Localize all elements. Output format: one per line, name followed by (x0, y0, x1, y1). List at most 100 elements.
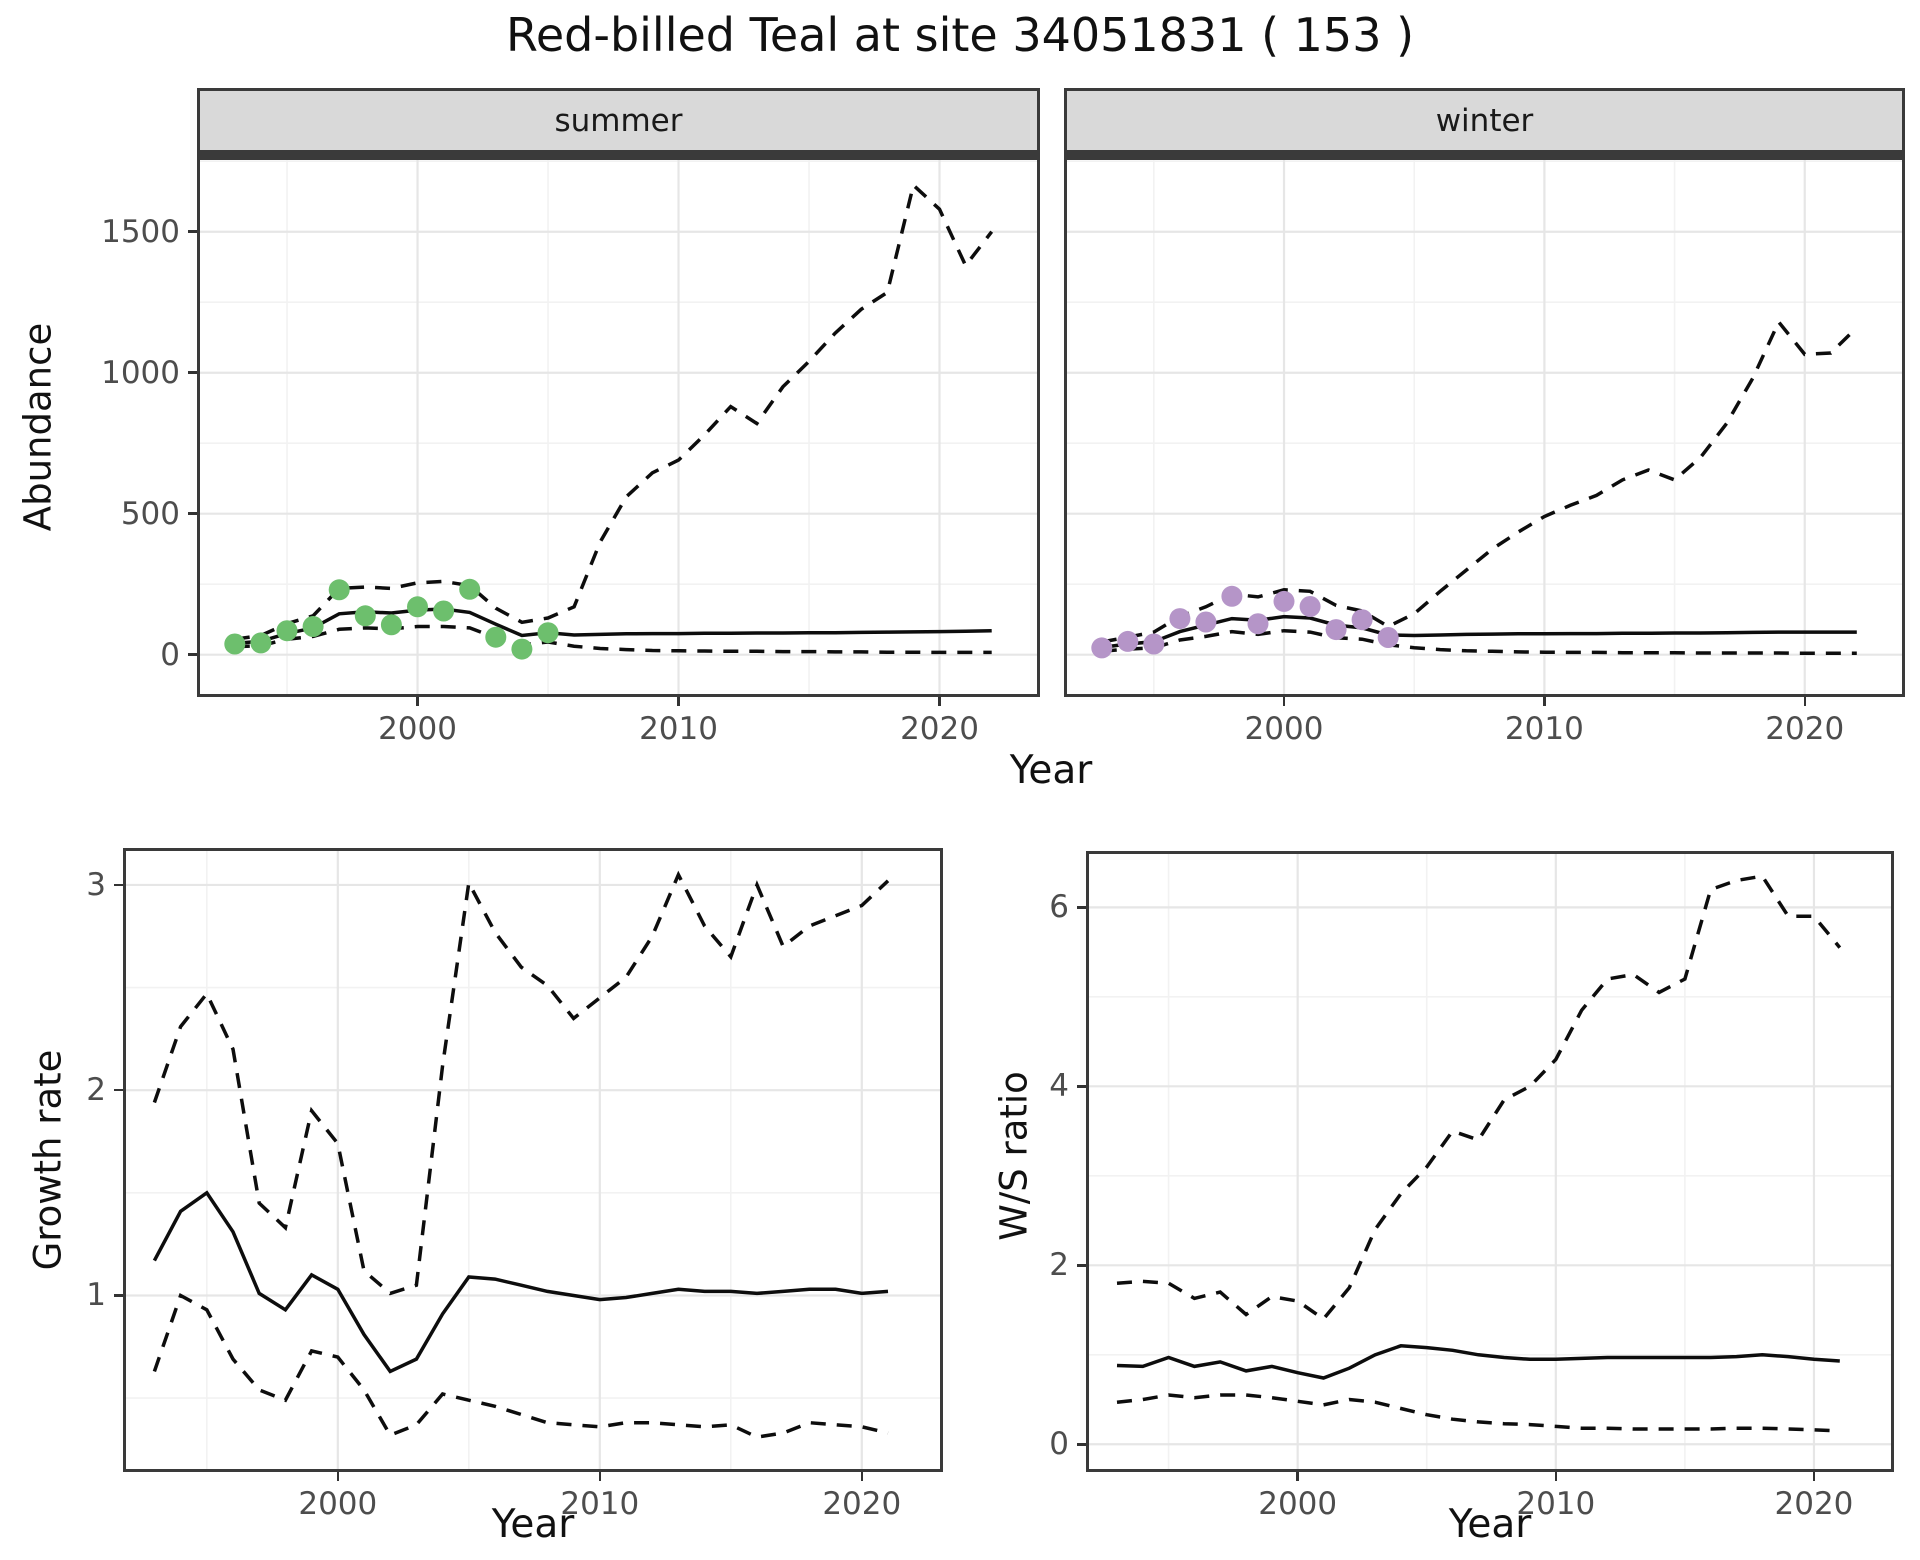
observed-winter-counts (1273, 590, 1295, 612)
observed-winter-counts (1299, 596, 1321, 617)
observed-winter-counts (1091, 637, 1113, 659)
y-tick-label: 2 (86, 1072, 106, 1109)
y-tick-label: 0 (1049, 1426, 1069, 1463)
x-tick-mark (416, 697, 419, 706)
y-tick-label: 1 (86, 1277, 106, 1314)
observed-summer-counts (380, 614, 402, 636)
x-tick-mark (1543, 697, 1546, 706)
panel-background (123, 848, 943, 1472)
x-tick-label: 2010 (639, 711, 718, 747)
x-tick-label: 2010 (1504, 711, 1584, 747)
ws-ratio-median-line (1116, 1344, 1840, 1380)
abundance-summer-panel (197, 157, 1040, 697)
y-tick-mark (188, 512, 197, 515)
y-tick-label: 2 (1049, 1247, 1069, 1284)
observed-summer-counts (354, 605, 376, 627)
observed-summer-counts (485, 626, 507, 648)
y-tick-mark (188, 653, 197, 656)
y-tick-label: 6 (1049, 889, 1069, 926)
x-tick-label: 2020 (1774, 1486, 1854, 1522)
observed-winter-counts (1169, 608, 1191, 630)
x-tick-mark (1812, 1472, 1816, 1481)
x-tick-label: 2010 (1516, 1486, 1596, 1522)
facet-strip-summer: summer (197, 88, 1040, 157)
abundance-winter-lower-95-quantile-line (1101, 628, 1857, 656)
facet-strip-summer-label: summer (554, 102, 683, 139)
observed-winter-counts (1143, 633, 1165, 655)
x-tick-mark (860, 1472, 864, 1481)
observed-summer-counts (407, 596, 428, 618)
y-tick-mark (114, 883, 123, 887)
y-tick-mark (1077, 1443, 1086, 1446)
y-tick-label: 1000 (101, 354, 180, 391)
y-tick-mark (114, 1294, 123, 1297)
x-tick-label: 2000 (1244, 711, 1324, 747)
x-tick-mark (598, 1472, 602, 1481)
observed-summer-counts (433, 600, 455, 622)
chart-title: Red-billed Teal at site 34051831 ( 153 ) (505, 8, 1415, 62)
bottom-left-year-axis-title: Year (491, 1502, 575, 1547)
y-tick-label: 0 (160, 636, 180, 673)
growth-rate-lower-95-quantile-line (152, 1292, 889, 1439)
top-year-axis-title: Year (1009, 748, 1093, 793)
abundance-summer-lower-95-quantile-line (234, 624, 992, 655)
ws-ratio-lower-95-quantile-line (1116, 1393, 1840, 1433)
observed-winter-counts (1247, 613, 1269, 635)
observed-winter-counts (1221, 585, 1243, 607)
observed-summer-counts (511, 638, 533, 660)
facet-strip-winter-label: winter (1435, 102, 1534, 139)
observed-summer-counts (328, 579, 350, 601)
growth-rate-median-line (152, 1190, 889, 1374)
panel-border (1064, 157, 1905, 697)
observed-summer-counts (250, 632, 272, 654)
y-tick-mark (188, 371, 197, 374)
panel-border (123, 848, 943, 1472)
panel-border (1086, 851, 1894, 1472)
bottom-right-year-axis-title: Year (1448, 1502, 1532, 1547)
observed-summer-counts (459, 578, 481, 600)
y-tick-label: 500 (120, 495, 180, 532)
observed-winter-counts (1377, 627, 1399, 648)
x-tick-label: 2000 (378, 711, 457, 747)
panel-background (1086, 851, 1894, 1472)
x-tick-label: 2020 (900, 711, 979, 747)
x-tick-mark (938, 697, 941, 706)
x-tick-label: 2010 (560, 1486, 640, 1522)
ws-ratio-upper-95-quantile-line (1116, 874, 1842, 1322)
growth-rate-panel (123, 848, 943, 1472)
panel-border (197, 157, 1040, 697)
abundance-summer-upper-95-quantile-line (234, 181, 994, 641)
y-tick-mark (1077, 906, 1086, 909)
x-tick-mark (1554, 1472, 1558, 1481)
observed-winter-counts (1325, 619, 1347, 641)
ws-ratio-panel (1086, 851, 1894, 1472)
y-tick-label: 1500 (101, 213, 180, 250)
observed-winter-counts (1351, 609, 1373, 631)
x-tick-label: 2020 (822, 1486, 902, 1522)
growth-rate-upper-95-quantile-line (152, 870, 890, 1296)
x-tick-label: 2000 (1258, 1486, 1338, 1522)
x-tick-label: 2020 (1765, 711, 1845, 747)
x-tick-mark (677, 697, 680, 706)
y-tick-mark (1077, 1085, 1086, 1088)
observed-summer-counts (302, 616, 324, 637)
x-tick-mark (336, 1472, 340, 1481)
observed-summer-counts (224, 633, 246, 655)
panel-background (197, 157, 1040, 697)
x-tick-mark (1803, 697, 1806, 706)
y-tick-label: 3 (86, 866, 106, 903)
y-tick-mark (188, 230, 197, 233)
panel-background (1064, 157, 1905, 697)
y-tick-mark (114, 1088, 123, 1092)
abundance-axis-title: Abundance (16, 322, 60, 532)
x-tick-mark (1296, 1472, 1299, 1481)
x-tick-label: 2000 (298, 1486, 378, 1522)
observed-winter-counts (1117, 630, 1139, 652)
observed-summer-counts (537, 622, 559, 644)
facet-strip-winter: winter (1064, 88, 1905, 157)
x-tick-mark (1282, 697, 1286, 706)
abundance-winter-panel (1064, 157, 1905, 697)
y-tick-label: 4 (1049, 1068, 1069, 1105)
y-tick-mark (1077, 1264, 1086, 1267)
